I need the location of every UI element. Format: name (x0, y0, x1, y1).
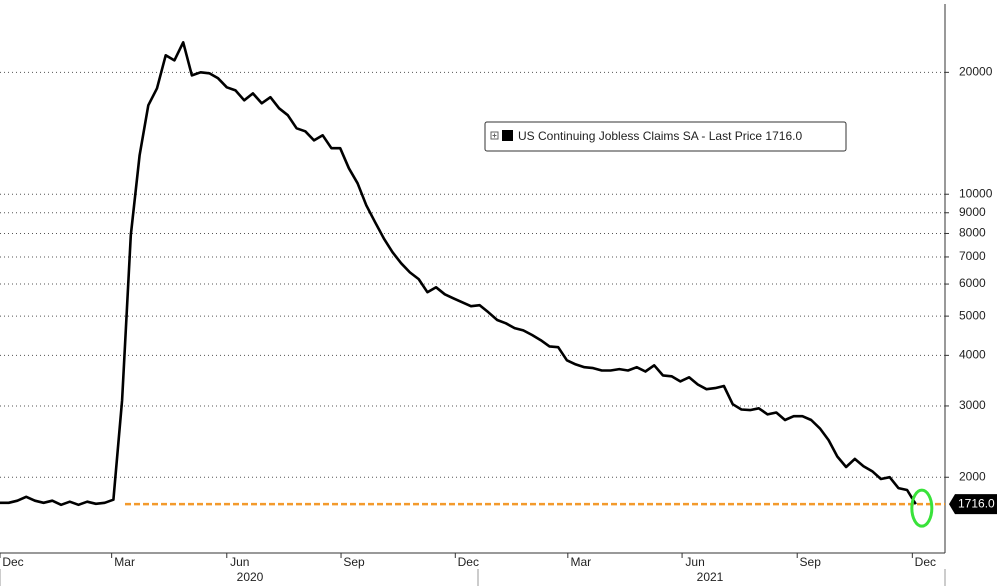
x-tick-label: Jun (230, 555, 249, 569)
plot-area (0, 41, 945, 528)
grid (0, 71, 945, 478)
x-tick-label: Jun (685, 555, 704, 569)
y-tick-label: 8000 (959, 226, 986, 240)
x-tick-label: Dec (915, 555, 936, 569)
y-tick-label: 3000 (959, 398, 986, 412)
y-tick-label: 20000 (959, 65, 993, 79)
x-tick-label: Sep (343, 555, 365, 569)
last-price-label: 1716.0 (958, 496, 995, 510)
x-tick-label: Mar (114, 555, 135, 569)
data-line (0, 41, 917, 507)
y-tick-label: 10000 (959, 186, 993, 200)
x-tick-label: Dec (2, 555, 23, 569)
x-tick-label: Sep (800, 555, 822, 569)
x-tick-label: Dec (458, 555, 479, 569)
y-tick-label: 9000 (959, 205, 986, 219)
x-tick-label: Mar (570, 555, 591, 569)
y-tick-label: 4000 (959, 348, 986, 362)
year-label: 2021 (697, 570, 724, 584)
last-price-box (949, 494, 997, 515)
year-label: 2020 (237, 570, 264, 584)
y-tick-label: 7000 (959, 249, 986, 263)
y-tick-label: 6000 (959, 276, 986, 290)
legend-label: US Continuing Jobless Claims SA - Last P… (518, 129, 802, 143)
y-tick-label: 5000 (959, 308, 986, 322)
highlight-ellipse (910, 488, 934, 528)
axes: 2000 3000 4000 5000 6000 7000 8000 9000 10000 200… (0, 4, 997, 586)
legend-swatch (502, 130, 513, 141)
legend-box (484, 121, 847, 152)
y-tick-label: 2000 (959, 469, 986, 483)
legend: US Continuing Jobless Claims SA - Last P… (484, 121, 847, 152)
